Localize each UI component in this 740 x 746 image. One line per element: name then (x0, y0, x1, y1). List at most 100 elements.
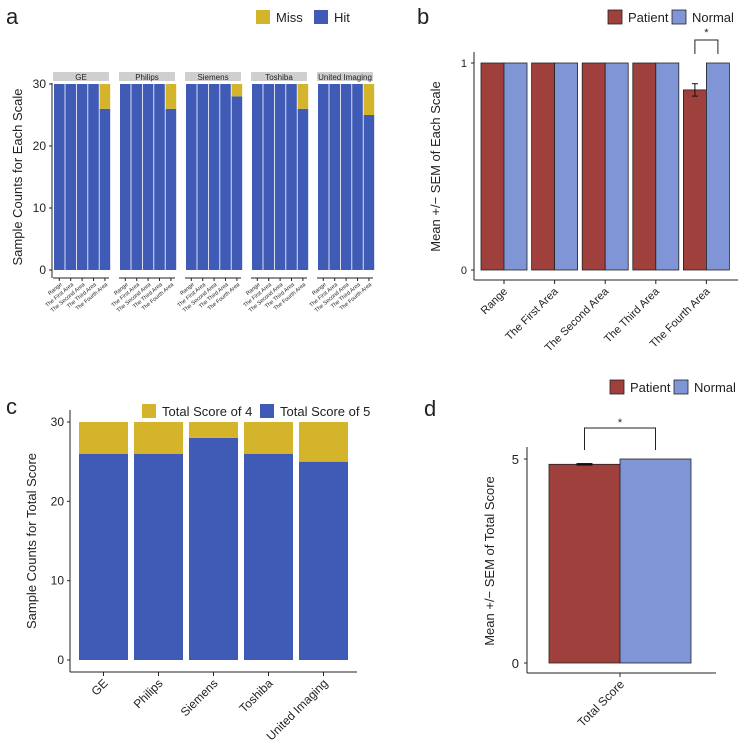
bar-patient (548, 463, 621, 664)
significance-star: * (618, 417, 623, 429)
legend-swatch-patient (607, 9, 623, 25)
bar-miss (165, 84, 177, 109)
bar-score4 (134, 422, 183, 454)
legend-label-patient: Patient (630, 380, 671, 395)
facet-strip (119, 72, 175, 81)
bar-hit (65, 84, 76, 270)
bar-patient (480, 62, 505, 271)
facet-label: GE (75, 73, 87, 82)
legend-swatch-miss (256, 10, 270, 24)
bar-score4 (189, 422, 238, 438)
bar-score4 (244, 422, 293, 454)
bar-hit (142, 84, 154, 270)
bar-miss (99, 84, 111, 109)
x-tick-label: Toshiba (236, 676, 275, 715)
bar-patient (581, 62, 606, 271)
y-axis-title: Sample Counts for Each Scale (10, 88, 25, 265)
bar-hit (340, 84, 352, 270)
bar-hit (120, 84, 131, 270)
y-tick-label: 10 (33, 201, 47, 215)
bar-normal (706, 62, 730, 271)
y-tick-label: 30 (33, 77, 47, 91)
bar-patient (632, 62, 657, 271)
facet-strip (185, 72, 241, 81)
bar-normal (604, 62, 629, 271)
bar-patient (683, 89, 707, 271)
y-axis-title: Mean +/− SEM of Each Scale (428, 81, 443, 252)
legend-swatch-patient (609, 379, 625, 395)
bar-score5 (299, 461, 348, 660)
y-tick-label: 0 (512, 656, 519, 671)
bar-hit (252, 84, 263, 270)
bar-normal (554, 62, 578, 271)
bar-score5 (134, 453, 183, 660)
bar-miss (363, 84, 375, 115)
panel-label-b: b (417, 4, 429, 29)
significance-star: * (704, 27, 709, 39)
legend-swatch-hit (314, 10, 328, 24)
bar-hit (329, 84, 340, 270)
bar-hit (220, 84, 231, 270)
y-tick-label: 30 (51, 415, 65, 429)
legend-label-normal: Normal (692, 10, 734, 25)
y-tick-label: 1 (461, 58, 467, 70)
facet-label: Siemens (197, 73, 228, 82)
bar-score5 (244, 453, 293, 660)
y-axis-title: Sample Counts for Total Score (24, 453, 39, 629)
bar-hit (286, 84, 297, 270)
y-tick-label: 0 (39, 263, 46, 277)
legend-label-score4: Total Score of 4 (162, 404, 252, 419)
x-tick-label: Philips (131, 676, 166, 711)
y-tick-label: 0 (57, 653, 64, 667)
panel-d: Patient Normal 0 5 Mean +/− SEM of Total Sco… (482, 379, 736, 730)
bar-miss (231, 84, 243, 97)
legend-swatch-score5 (260, 404, 274, 418)
bar-score4 (79, 422, 128, 454)
bar-hit (352, 84, 363, 270)
facet-label: United Imaging (318, 73, 372, 82)
x-tick-label: Range (479, 286, 510, 317)
y-axis-title: Mean +/− SEM of Total Score (482, 476, 497, 646)
x-tick-label: The First Area (503, 285, 561, 343)
x-tick-label: Siemens (178, 676, 221, 719)
bar-hit (318, 84, 329, 270)
bar-hit (99, 108, 111, 270)
bar-hit (197, 84, 208, 270)
panel-label-c: c (6, 394, 17, 419)
x-tick-label: GE (88, 676, 110, 698)
legend-label-hit: Hit (334, 10, 350, 25)
bar-hit (363, 115, 375, 270)
legend-label-normal: Normal (694, 380, 736, 395)
bar-hit (186, 84, 197, 270)
legend-label-patient: Patient (628, 10, 669, 25)
facet-strip (317, 72, 373, 81)
x-tick-label: Total Score (575, 677, 628, 730)
legend-swatch-normal (673, 379, 689, 395)
legend-label-score5: Total Score of 5 (280, 404, 370, 419)
bar-hit (263, 84, 274, 270)
bar-score5 (189, 437, 238, 660)
y-tick-label: 5 (512, 452, 519, 467)
panel-c: Total Score of 4 Total Score of 5 0 10 20 30 S… (24, 404, 370, 743)
facet-strip (251, 72, 307, 81)
bar-hit (274, 84, 286, 270)
bar-score5 (79, 453, 128, 660)
bar-hit (131, 84, 142, 270)
bar-miss (297, 84, 309, 109)
y-tick-label: 10 (51, 574, 65, 588)
bar-hit (165, 108, 177, 270)
bar-hit (54, 84, 65, 270)
bar-normal (655, 62, 680, 271)
bar-hit (297, 108, 309, 270)
bar-normal (503, 62, 528, 271)
bar-normal (619, 458, 692, 664)
bar-hit (231, 96, 243, 271)
significance-bracket (584, 427, 656, 450)
y-tick-label: 0 (461, 265, 467, 277)
legend-swatch-score4 (142, 404, 156, 418)
bar-hit (154, 84, 165, 270)
legend-label-miss: Miss (276, 10, 303, 25)
facet-label: Toshiba (265, 73, 293, 82)
legend-swatch-normal (671, 9, 687, 25)
